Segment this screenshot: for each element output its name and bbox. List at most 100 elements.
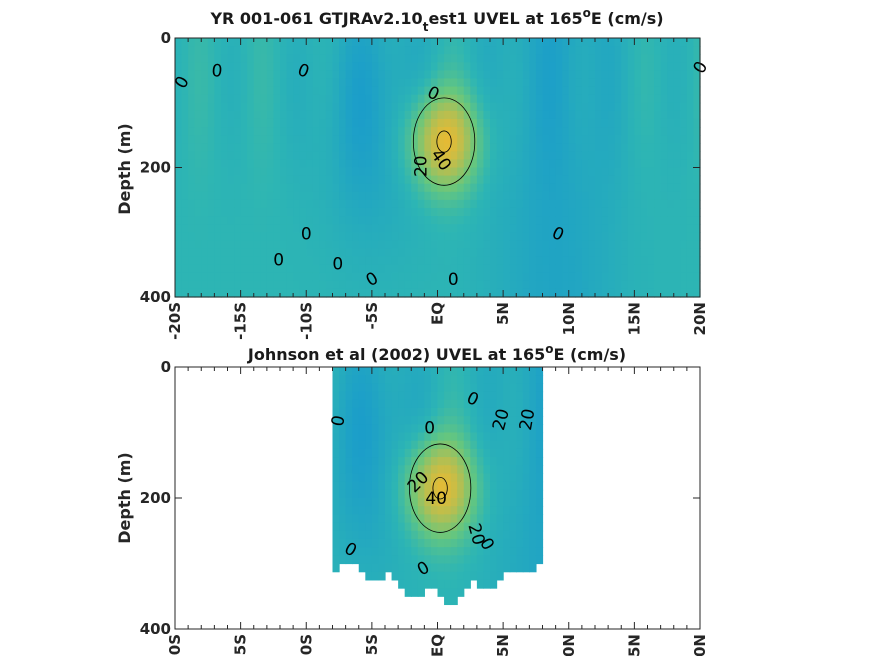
heatmap-cell	[417, 465, 425, 475]
heatmap-cell	[417, 183, 425, 193]
heatmap-cell	[424, 78, 432, 88]
heatmap-cell	[253, 46, 261, 55]
heatmap-cell	[588, 62, 596, 71]
heatmap-cell	[299, 224, 307, 233]
heatmap-cell	[345, 167, 353, 177]
heatmap-cell	[430, 367, 439, 376]
heatmap-cell	[260, 94, 268, 104]
heatmap-cell	[621, 232, 629, 241]
heatmap-cell	[575, 191, 583, 201]
heatmap-cell	[365, 94, 373, 104]
panel-title: Johnson et al (2002) UVEL at 165oE (cm/s…	[247, 342, 626, 364]
heatmap-cell	[667, 175, 675, 185]
heatmap-cell	[253, 38, 261, 47]
x-tick-label: -15S	[232, 302, 250, 340]
heatmap-cell	[358, 207, 366, 217]
heatmap-cell	[693, 78, 701, 88]
heatmap-cell	[306, 143, 314, 152]
heatmap-cell	[293, 127, 301, 136]
heatmap-cell	[627, 46, 635, 55]
heatmap-cell	[535, 191, 544, 201]
heatmap-cell	[325, 94, 334, 104]
heatmap-cell	[463, 498, 471, 507]
heatmap-cell	[457, 579, 465, 589]
heatmap-cell	[332, 547, 340, 556]
heatmap-cell	[345, 367, 353, 376]
heatmap-cell	[430, 272, 439, 282]
heatmap-cell	[509, 448, 517, 458]
heatmap-cell	[516, 407, 524, 417]
heatmap-cell	[319, 288, 327, 298]
heatmap-cell	[398, 522, 406, 532]
heatmap-cell	[457, 183, 465, 193]
heatmap-cell	[404, 70, 412, 80]
heatmap-cell	[660, 78, 668, 88]
heatmap-cell	[371, 167, 380, 177]
heatmap-cell	[483, 424, 491, 434]
heatmap-cell	[214, 62, 222, 71]
heatmap-cell	[234, 78, 242, 88]
heatmap-cell	[280, 288, 288, 298]
heatmap-cell	[312, 54, 320, 63]
heatmap-cell	[319, 127, 327, 136]
heatmap-cell	[188, 288, 196, 298]
heatmap-cell	[312, 224, 320, 233]
heatmap-cell	[483, 62, 491, 71]
heatmap-cell	[562, 175, 570, 185]
heatmap-cell	[339, 62, 347, 71]
heatmap-cell	[411, 240, 419, 250]
heatmap-cell	[339, 46, 347, 55]
heatmap-cell	[378, 407, 386, 417]
heatmap-cell	[490, 224, 498, 233]
heatmap-cell	[214, 135, 222, 144]
heatmap-cell	[667, 118, 675, 128]
heatmap-cell	[654, 264, 662, 274]
heatmap-cell	[693, 135, 701, 144]
heatmap-cell	[398, 367, 406, 376]
heatmap-cell	[306, 86, 314, 96]
contour-20	[412, 97, 476, 186]
heatmap-cell	[371, 383, 380, 393]
heatmap-cell	[654, 256, 662, 266]
heatmap-cell	[568, 54, 576, 63]
heatmap-cell	[444, 547, 452, 556]
heatmap-cell	[188, 256, 196, 266]
heatmap-cell	[194, 240, 202, 250]
heatmap-cell	[378, 288, 386, 298]
heatmap-cell	[175, 54, 183, 63]
heatmap-cell	[345, 240, 353, 250]
heatmap-cell	[378, 489, 386, 499]
heatmap-cell	[352, 367, 360, 376]
heatmap-cell	[529, 547, 537, 556]
heatmap-cell	[509, 489, 517, 499]
heatmap-cell	[516, 506, 524, 515]
heatmap-cell	[365, 514, 373, 524]
heatmap-cell	[450, 232, 458, 241]
heatmap-cell	[280, 38, 288, 47]
heatmap-cell	[175, 183, 183, 193]
heatmap-cell	[345, 191, 353, 201]
heatmap-cell	[188, 143, 196, 152]
heatmap-cell	[503, 191, 511, 201]
heatmap-cell	[227, 256, 235, 266]
heatmap-cell	[404, 391, 412, 401]
heatmap-cell	[555, 240, 563, 250]
heatmap-cell	[529, 38, 537, 47]
heatmap-cell	[621, 70, 629, 80]
heatmap-cell	[247, 224, 255, 233]
heatmap-cell	[339, 432, 347, 442]
heatmap-cell	[253, 110, 261, 120]
heatmap-cell	[352, 280, 360, 290]
heatmap-cell	[345, 547, 353, 556]
heatmap-cell	[529, 432, 537, 442]
heatmap-cell	[352, 78, 360, 88]
heatmap-cell	[457, 191, 465, 201]
heatmap-cell	[667, 248, 675, 258]
heatmap-cell	[437, 102, 445, 112]
heatmap-cell	[555, 248, 563, 258]
heatmap-cell	[450, 272, 458, 282]
heatmap-cell	[686, 86, 695, 96]
heatmap-cell	[319, 191, 327, 201]
heatmap-cell	[240, 207, 248, 217]
heatmap-cell	[522, 78, 530, 88]
